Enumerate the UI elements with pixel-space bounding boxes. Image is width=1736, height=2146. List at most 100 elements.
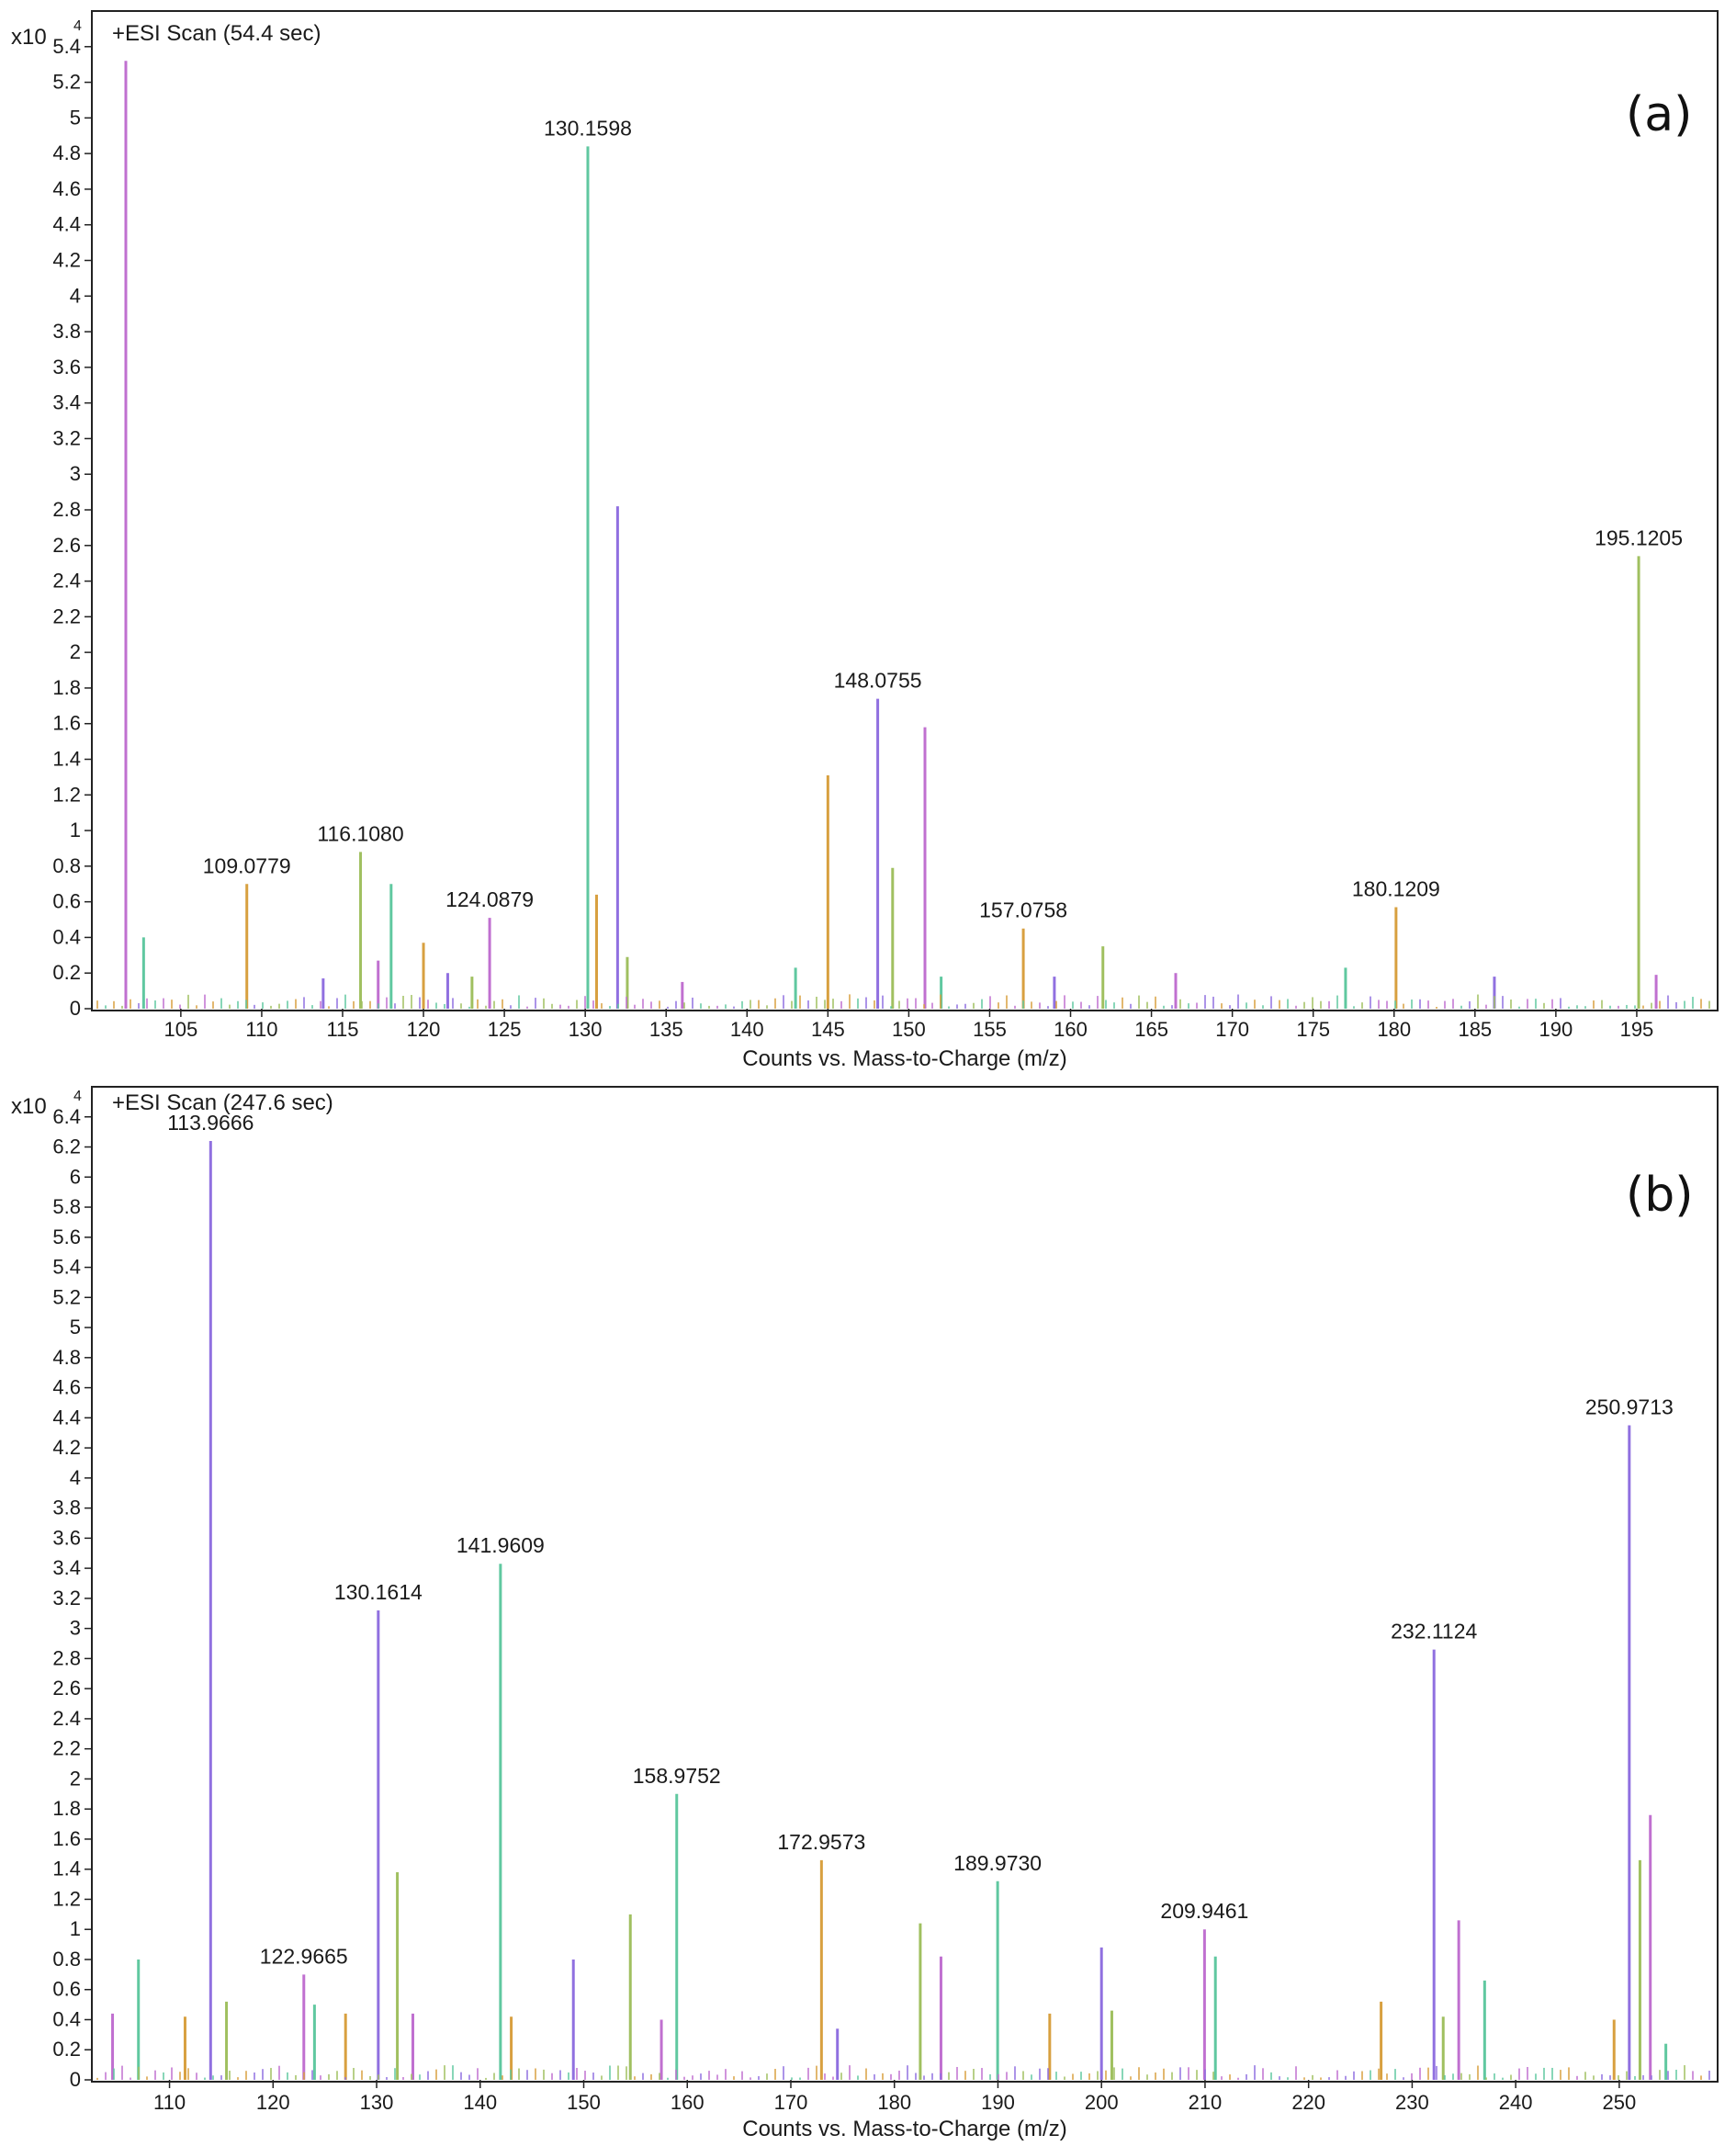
y-tick-label: 3.4 [52,391,81,414]
x-tick-label: 130 [360,2091,394,2114]
peak-labels-a: 109.0779 116.1080 124.0879 130.1598 148.0755… [203,116,1683,921]
x-axis-title-b: Counts vs. Mass-to-Charge (m/z) [742,2117,1066,2141]
y-tick-label: 4.8 [52,141,81,164]
x-axis-title-a: Counts vs. Mass-to-Charge (m/z) [742,1046,1066,1071]
peak-label: 157.0758 [979,898,1067,922]
x-tick-label: 125 [488,1018,522,1041]
x-tick-label: 160 [671,2091,705,2114]
peaks-a [96,61,1710,1009]
x-tick-label: 110 [245,1018,277,1041]
y-tick-label: 2 [70,1767,81,1790]
y-tick-label: 1.8 [52,676,81,699]
peak-label: 250.9713 [1585,1395,1674,1419]
y-tick-label: 1.4 [52,748,81,771]
y-tick-label: 6.2 [52,1135,81,1158]
y-tick-label: 1.2 [52,1887,81,1910]
y-tick-label: 5 [70,1316,81,1338]
x-tick-label: 145 [811,1018,845,1041]
peak-label: 189.9730 [953,1851,1042,1875]
peak-label: 232.1124 [1391,1620,1477,1643]
y-tick-label: 3.2 [52,1587,81,1610]
x-tick-label: 185 [1458,1018,1492,1041]
y-tick-label: 4.2 [52,249,81,272]
y-axis-a: 0 0.2 0.4 0.6 0.8 1 1.2 1.4 1.6 1.8 2 2.2 2.4 2.6 2.8 3… [52,35,92,1020]
y-tick-label: 0.2 [52,2038,81,2061]
y-tick-label: 0.4 [52,925,81,948]
peak-label: 180.1209 [1352,876,1440,900]
y-tick-label: 3.8 [52,1497,81,1519]
y-tick-label: 0 [70,2068,81,2091]
y-tick-label: 2.6 [52,1677,81,1700]
y-tick-label: 2 [70,640,81,663]
peak-label: 148.0755 [834,669,922,693]
x-axis-a: 105 110 115 120 125 130 135 140 145 150 155 160 165 1… [164,1009,1654,1041]
x-tick-label: 195 [1620,1018,1654,1041]
peak-label: 122.9665 [260,1944,348,1968]
y-axis-b: 0 0.2 0.4 0.6 0.8 1 1.2 1.4 1.6 1.8 2 2.2 2.4 2.6 2.8 3… [52,1105,92,2091]
x-tick-label: 120 [407,1018,441,1041]
y-tick-label: 4.6 [52,177,81,200]
x-tick-label: 170 [1215,1018,1249,1041]
y-exponent-a: 4 [73,18,82,34]
y-tick-label: 4.4 [52,1406,81,1429]
y-tick-label: 4.2 [52,1436,81,1459]
peak-label: 141.9609 [457,1533,545,1557]
y-tick-label: 0.8 [52,1948,81,1971]
x-tick-label: 175 [1296,1018,1330,1041]
x-tick-label: 180 [1377,1018,1411,1041]
peak-label: 130.1598 [544,116,632,140]
y-multiplier-b: x10 [11,1094,47,1119]
peak-label: 130.1614 [334,1580,423,1604]
x-tick-label: 135 [649,1018,683,1041]
peak-label: 195.1205 [1595,525,1683,549]
y-tick-label: 1.4 [52,1858,81,1881]
plot-frame-b [91,1086,1719,2083]
y-tick-label: 5.2 [52,1285,81,1308]
y-tick-label: 4.6 [52,1376,81,1399]
peak-label: 172.9573 [777,1830,865,1854]
x-tick-label: 230 [1395,2091,1429,2114]
x-tick-label: 140 [463,2091,497,2114]
x-tick-label: 150 [567,2091,601,2114]
scan-header-a: +ESI Scan (54.4 sec) [112,21,321,46]
y-tick-label: 3 [70,1617,81,1640]
peak-labels-b: 113.9666 122.9665 130.1614 141.9609 158.9752… [167,1111,1674,1968]
y-tick-label: 1.6 [52,1827,81,1850]
y-tick-label: 4.8 [52,1346,81,1369]
y-tick-label: 3 [70,462,81,485]
x-tick-label: 190 [1539,1018,1573,1041]
x-tick-label: 240 [1499,2091,1533,2114]
x-tick-label: 130 [569,1018,603,1041]
x-tick-label: 110 [153,2091,186,2114]
peaks-b [96,1140,1710,2080]
y-tick-label: 0.2 [52,961,81,984]
y-tick-label: 0.4 [52,2007,81,2030]
y-tick-label: 2.2 [52,604,81,627]
x-tick-label: 120 [256,2091,290,2114]
y-tick-label: 5.2 [52,71,81,94]
y-tick-label: 3.8 [52,320,81,343]
y-tick-label: 1 [70,1917,81,1940]
x-tick-label: 155 [973,1018,1007,1041]
y-tick-label: 3.6 [52,356,81,378]
x-tick-label: 115 [326,1018,358,1041]
x-tick-label: 160 [1054,1018,1088,1041]
y-tick-label: 5.8 [52,1195,81,1218]
y-tick-label: 3.2 [52,426,81,449]
peak-label: 158.9752 [633,1764,721,1788]
y-tick-label: 5 [70,106,81,129]
y-tick-label: 0.8 [52,854,81,877]
peak-label: 113.9666 [167,1111,254,1135]
y-tick-label: 0.6 [52,1978,81,2001]
y-tick-label: 1.6 [52,712,81,735]
x-tick-label: 220 [1291,2091,1325,2114]
y-tick-label: 5.4 [52,35,81,58]
x-tick-label: 150 [892,1018,926,1041]
y-tick-label: 0.6 [52,890,81,913]
y-tick-label: 3.6 [52,1526,81,1549]
scan-header-b: +ESI Scan (247.6 sec) [112,1090,333,1115]
x-axis-b: 110 120 130 140 150 160 170 180 190 200 210 220 230 2… [153,2080,1636,2114]
y-tick-label: 4 [70,1466,81,1489]
y-tick-label: 5.6 [52,1225,81,1248]
